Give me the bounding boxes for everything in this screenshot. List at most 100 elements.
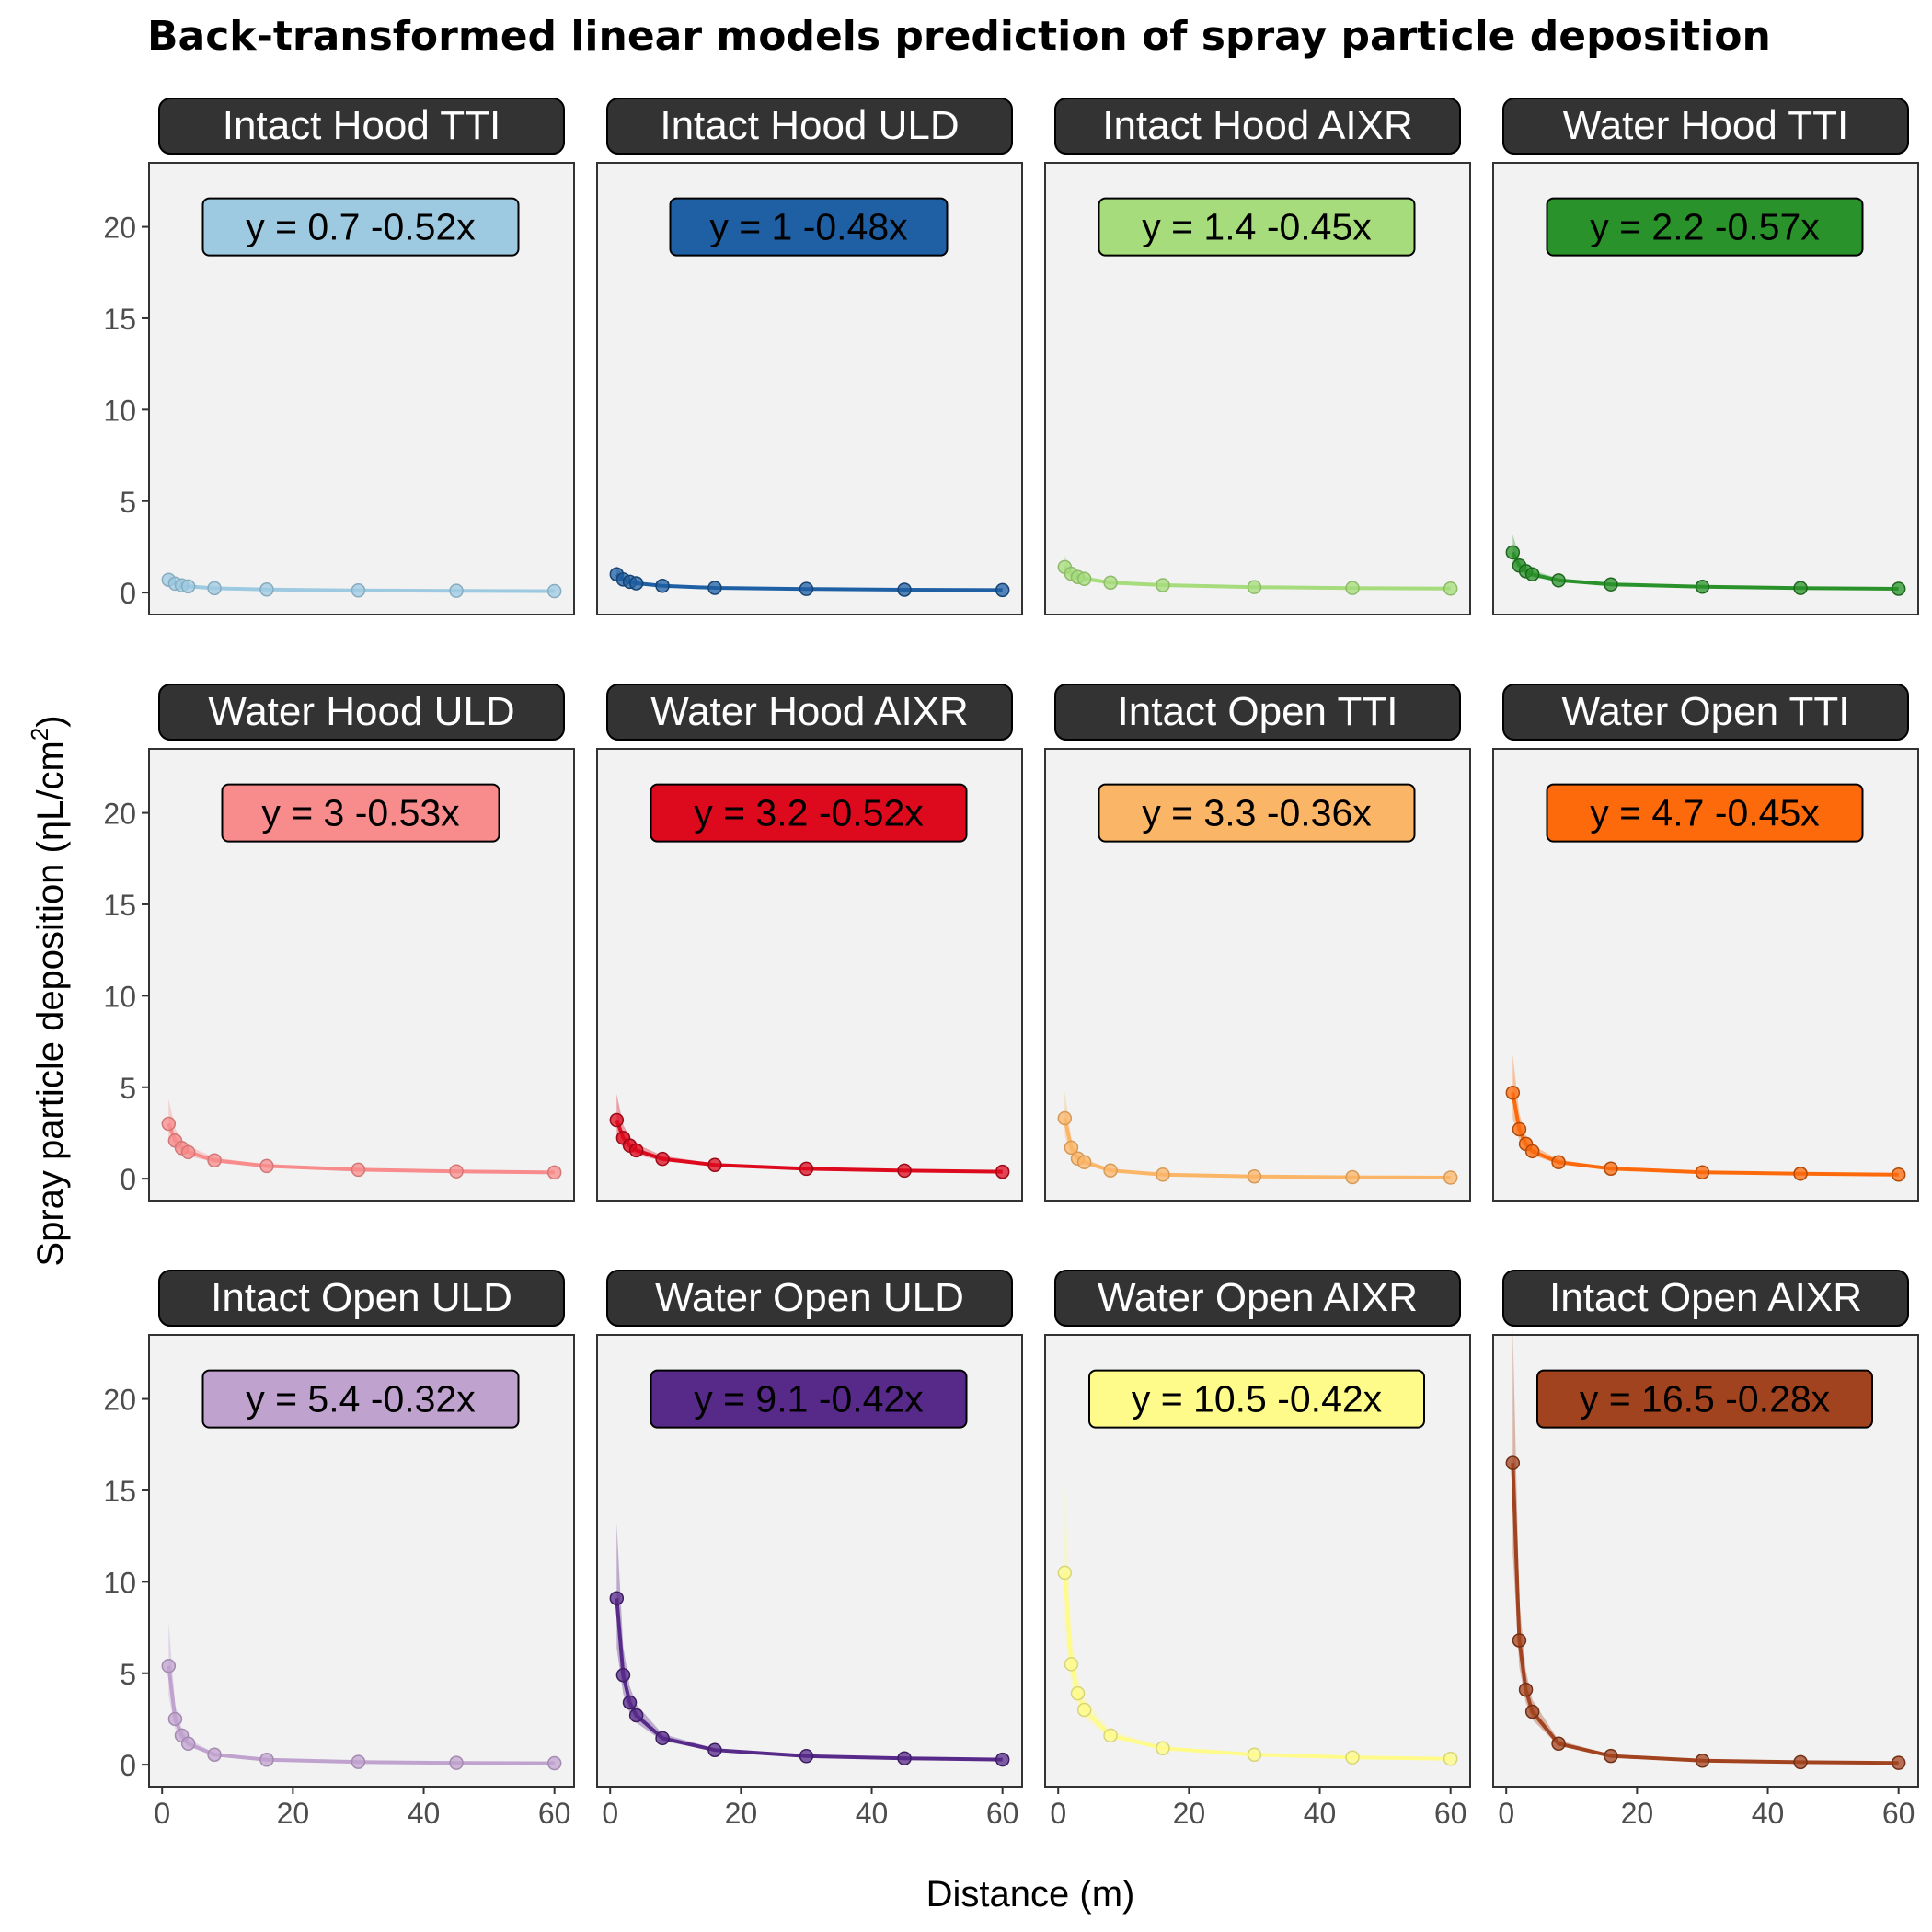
data-point (799, 581, 814, 596)
strip-background (1054, 1270, 1461, 1327)
data-point (1604, 1161, 1618, 1176)
y-tick-label: 20 (103, 212, 136, 245)
data-point (1156, 578, 1170, 592)
data-point (1518, 1682, 1534, 1697)
y-tick-label: 5 (120, 486, 136, 519)
data-point (609, 1591, 625, 1606)
equation-label: y = 1 -0.48x (709, 206, 908, 248)
equation-box (201, 197, 520, 257)
x-tick-label: 20 (1173, 1797, 1206, 1830)
strip-label: Water Open TTI (1562, 689, 1850, 734)
x-tick-label: 0 (1050, 1797, 1066, 1830)
y-tick-label: 20 (103, 798, 136, 831)
equation-box (201, 1369, 520, 1429)
data-point (1524, 1704, 1540, 1719)
data-point (1076, 1702, 1092, 1718)
data-point (1505, 545, 1521, 560)
panel: Water Open TTI y = 4.7 -0.45x (1492, 684, 1919, 1202)
y-axis-label-superscript: 2 (26, 728, 53, 741)
strip-label: Intact Hood AIXR (1102, 103, 1413, 148)
equation-box (1098, 783, 1416, 843)
data-point (1524, 1144, 1540, 1159)
data-point (1551, 573, 1566, 588)
strip-background (158, 684, 565, 741)
y-axis-label-main: Spray particle deposition (ηL/cm (30, 741, 71, 1266)
data-point (351, 1162, 366, 1178)
data-point (609, 1112, 625, 1128)
data-point (1057, 1110, 1073, 1126)
x-tick-label: 0 (154, 1797, 170, 1830)
data-point (1891, 1755, 1906, 1770)
equation-label: y = 3.2 -0.52x (694, 792, 924, 834)
data-point (707, 581, 722, 595)
y-tick-label: 10 (103, 980, 136, 1013)
strip-label: Water Hood ULD (208, 689, 514, 734)
strip-background (1054, 98, 1461, 155)
x-tick-label: 60 (538, 1797, 571, 1830)
data-point (259, 1158, 274, 1174)
panel: Intact Open AIXR y = 16.5 -0.28x 0 20 40 60 (1492, 1270, 1919, 1830)
strip-label: Intact Hood ULD (660, 103, 959, 148)
equation-label: y = 16.5 -0.28x (1580, 1378, 1831, 1420)
data-point (799, 1749, 814, 1764)
equation-box (1088, 1369, 1425, 1429)
data-point (995, 1164, 1010, 1179)
data-point (707, 1742, 722, 1757)
data-point (1057, 1565, 1073, 1581)
data-point (1345, 1169, 1360, 1185)
x-axis-label: Distance (m) (926, 1874, 1135, 1915)
data-point (897, 582, 912, 597)
strip-label: Water Open ULD (655, 1275, 964, 1320)
x-tick-label: 0 (1498, 1797, 1514, 1830)
data-point (449, 1755, 464, 1770)
data-point (180, 1144, 196, 1160)
data-point (707, 1157, 722, 1172)
data-point (655, 1731, 670, 1746)
equation-label: y = 3.3 -0.36x (1142, 792, 1372, 834)
strip-background (1054, 684, 1461, 741)
x-tick-label: 60 (1434, 1797, 1467, 1830)
strip-label: Intact Open TTI (1118, 689, 1398, 734)
data-point (615, 1667, 631, 1683)
data-point (207, 581, 222, 596)
data-point (546, 1755, 562, 1771)
x-tick-label: 40 (1752, 1797, 1785, 1830)
data-point (351, 1754, 366, 1769)
strip-background (606, 98, 1013, 155)
data-point (995, 1752, 1010, 1767)
equation-box (1546, 197, 1864, 257)
data-point (1443, 1170, 1458, 1185)
x-tick-label: 0 (602, 1797, 618, 1830)
strip-label: Intact Open AIXR (1549, 1275, 1862, 1320)
data-point (1604, 577, 1618, 592)
equation-label: y = 5.4 -0.32x (246, 1378, 476, 1420)
data-point (1505, 1455, 1521, 1470)
data-point (1695, 1754, 1710, 1768)
panel: Intact Hood TTI y = 0.7 -0.52x 0 5 10 15 20 (103, 98, 575, 615)
data-point (897, 1163, 912, 1179)
data-point (351, 583, 366, 598)
data-point (1247, 1169, 1262, 1184)
data-point (1695, 1165, 1710, 1179)
data-point (546, 583, 562, 599)
x-tick-label: 40 (856, 1797, 889, 1830)
equation-box (650, 1369, 968, 1429)
data-point (161, 1116, 177, 1132)
data-point (628, 576, 644, 591)
data-point (622, 1695, 638, 1710)
data-point (1103, 575, 1118, 590)
data-point (1156, 1167, 1170, 1182)
strip-background (1502, 98, 1909, 155)
x-tick-label: 40 (1304, 1797, 1337, 1830)
data-point (995, 582, 1010, 598)
panel: Intact Hood ULD y = 1 -0.48x (596, 98, 1023, 615)
x-tick-label: 20 (1621, 1797, 1654, 1830)
panel: Intact Hood AIXR y = 1.4 -0.45x (1044, 98, 1471, 615)
x-tick-label: 60 (1882, 1797, 1915, 1830)
strip-background (1502, 684, 1909, 741)
equation-box (1098, 197, 1416, 257)
y-tick-label: 0 (120, 1749, 136, 1782)
y-tick-label: 0 (120, 577, 136, 610)
